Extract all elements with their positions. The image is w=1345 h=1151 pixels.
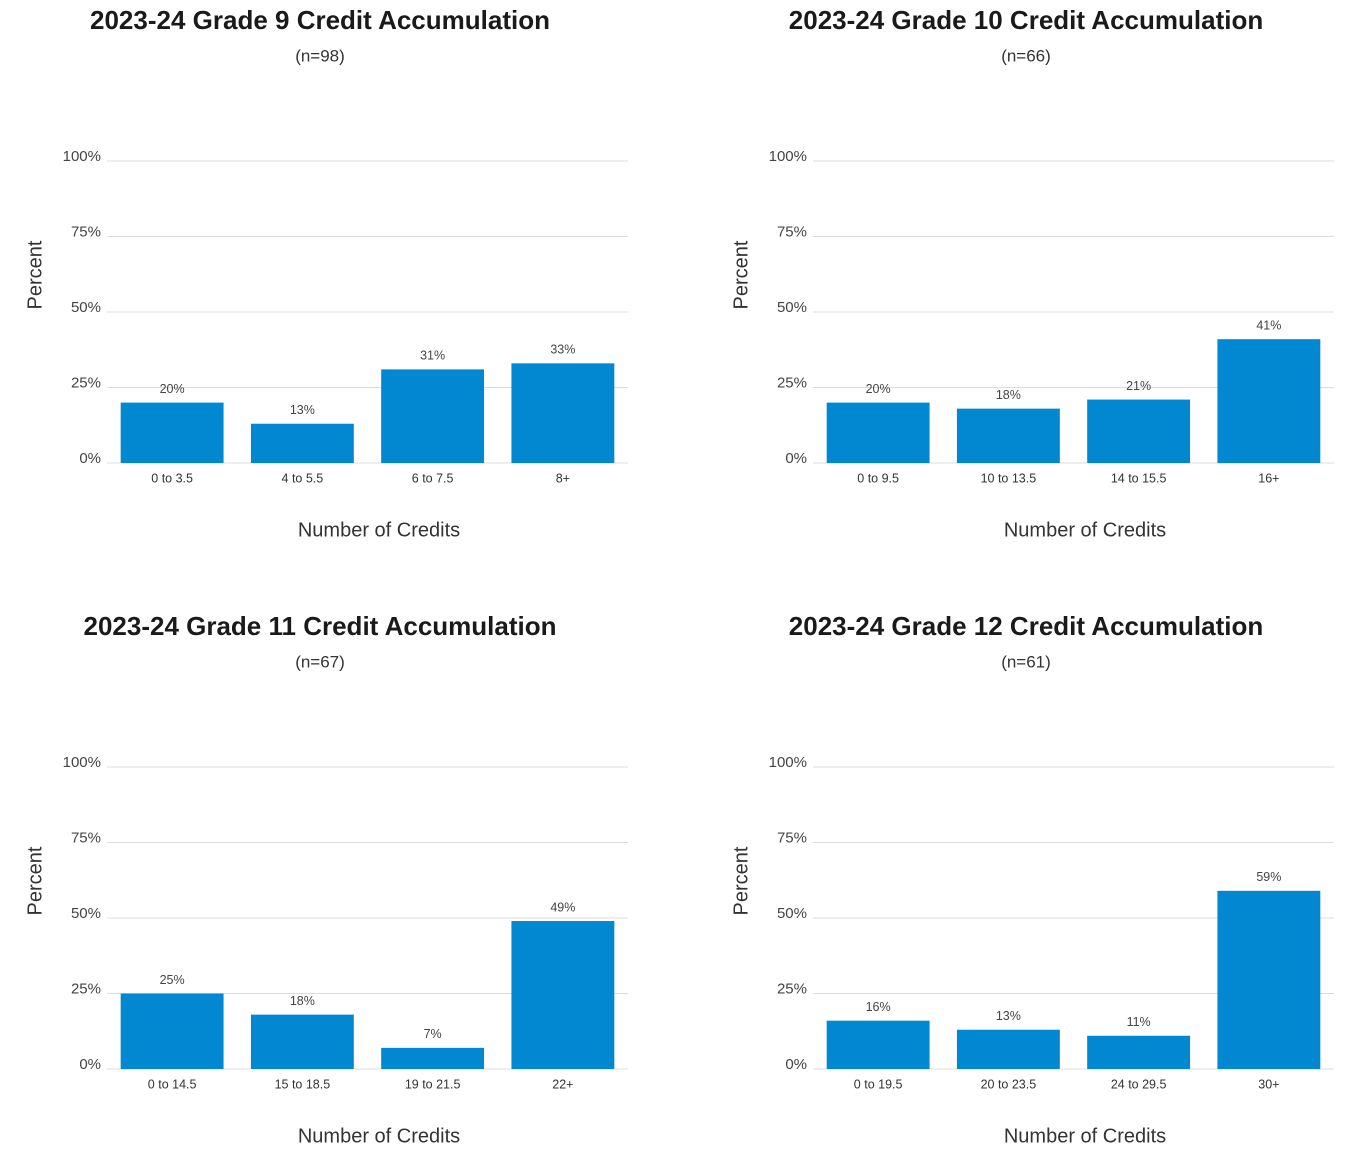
bar (826, 402, 930, 463)
value-label: 13% (996, 1009, 1021, 1023)
y-tick-label: 50% (777, 299, 807, 316)
value-label: 49% (550, 900, 575, 914)
chart-subtitle: (n=67) (295, 652, 345, 671)
bar (250, 1014, 354, 1069)
chart-title: 2023-24 Grade 10 Credit Accumulation (789, 5, 1263, 35)
y-axis-label: Percent (730, 240, 752, 309)
x-tick-label: 4 to 5.5 (282, 471, 324, 485)
chart: 2023-24 Grade 11 Credit Accumulation (n=6… (24, 611, 628, 1147)
x-tick-label: 24 to 29.5 (1111, 1077, 1167, 1091)
chart-title: 2023-24 Grade 11 Credit Accumulation (83, 611, 556, 641)
bar (1087, 1035, 1191, 1069)
y-tick-label: 50% (777, 905, 807, 922)
y-tick-label: 25% (777, 374, 807, 391)
value-label: 33% (550, 343, 575, 357)
y-tick-label: 25% (71, 374, 101, 391)
chart: 2023-24 Grade 9 Credit Accumulation (n=98… (24, 5, 628, 541)
bar (1087, 399, 1191, 463)
chart: 2023-24 Grade 10 Credit Accumulation (n=6… (730, 5, 1334, 541)
bar (826, 1020, 930, 1069)
bar (120, 402, 224, 463)
bar (1217, 890, 1321, 1069)
x-tick-label: 30+ (1258, 1077, 1279, 1091)
y-axis-label: Percent (24, 240, 46, 309)
value-label: 16% (866, 1000, 891, 1014)
y-tick-label: 100% (63, 754, 101, 771)
bar (956, 408, 1060, 463)
y-tick-label: 100% (769, 754, 807, 771)
x-axis-label: Number of Credits (298, 1125, 460, 1147)
y-tick-label: 75% (777, 829, 807, 846)
y-tick-label: 50% (71, 299, 101, 316)
y-tick-label: 75% (777, 223, 807, 240)
y-tick-label: 25% (777, 980, 807, 997)
x-tick-label: 0 to 14.5 (148, 1077, 197, 1091)
chart: 2023-24 Grade 12 Credit Accumulation (n=6… (730, 611, 1334, 1147)
x-axis-label: Number of Credits (1004, 519, 1166, 541)
x-tick-label: 0 to 19.5 (854, 1077, 903, 1091)
bar (120, 993, 224, 1069)
chart-subtitle: (n=66) (1001, 46, 1051, 65)
x-tick-label: 20 to 23.5 (981, 1077, 1037, 1091)
bar (956, 1029, 1060, 1069)
bar (511, 921, 615, 1069)
y-tick-label: 0% (785, 1056, 807, 1073)
chart-title: 2023-24 Grade 9 Credit Accumulation (90, 5, 550, 35)
x-tick-label: 19 to 21.5 (405, 1077, 461, 1091)
x-tick-label: 10 to 13.5 (981, 471, 1037, 485)
bar (511, 363, 615, 463)
x-tick-label: 14 to 15.5 (1111, 471, 1167, 485)
y-axis-label: Percent (24, 846, 46, 915)
y-tick-label: 0% (79, 450, 101, 467)
value-label: 31% (420, 349, 445, 363)
value-label: 21% (1126, 379, 1151, 393)
y-tick-label: 75% (71, 829, 101, 846)
y-tick-label: 25% (71, 980, 101, 997)
x-tick-label: 0 to 9.5 (857, 471, 899, 485)
value-label: 20% (160, 382, 185, 396)
value-label: 41% (1256, 318, 1281, 332)
x-axis-label: Number of Credits (1004, 1125, 1166, 1147)
y-tick-label: 0% (79, 1056, 101, 1073)
value-label: 11% (1127, 1015, 1151, 1029)
y-tick-label: 0% (785, 450, 807, 467)
value-label: 18% (996, 388, 1021, 402)
y-tick-label: 100% (769, 148, 807, 165)
chart-subtitle: (n=61) (1001, 652, 1051, 671)
y-tick-label: 75% (71, 223, 101, 240)
x-tick-label: 22+ (552, 1077, 573, 1091)
bar (381, 369, 485, 463)
chart-subtitle: (n=98) (295, 46, 345, 65)
value-label: 18% (290, 994, 315, 1008)
bar (1217, 339, 1321, 463)
bar (381, 1047, 485, 1069)
value-label: 25% (160, 973, 185, 987)
value-label: 7% (424, 1027, 442, 1041)
y-tick-label: 50% (71, 905, 101, 922)
x-tick-label: 8+ (556, 471, 570, 485)
x-tick-label: 6 to 7.5 (412, 471, 454, 485)
bar (250, 423, 354, 463)
y-tick-label: 100% (63, 148, 101, 165)
x-tick-label: 0 to 3.5 (151, 471, 193, 485)
x-axis-label: Number of Credits (298, 519, 460, 541)
y-axis-label: Percent (730, 846, 752, 915)
x-tick-label: 15 to 18.5 (275, 1077, 331, 1091)
x-tick-label: 16+ (1258, 471, 1279, 485)
value-label: 59% (1256, 870, 1281, 884)
value-label: 13% (290, 403, 315, 417)
value-label: 20% (866, 382, 891, 396)
chart-title: 2023-24 Grade 12 Credit Accumulation (789, 611, 1263, 641)
